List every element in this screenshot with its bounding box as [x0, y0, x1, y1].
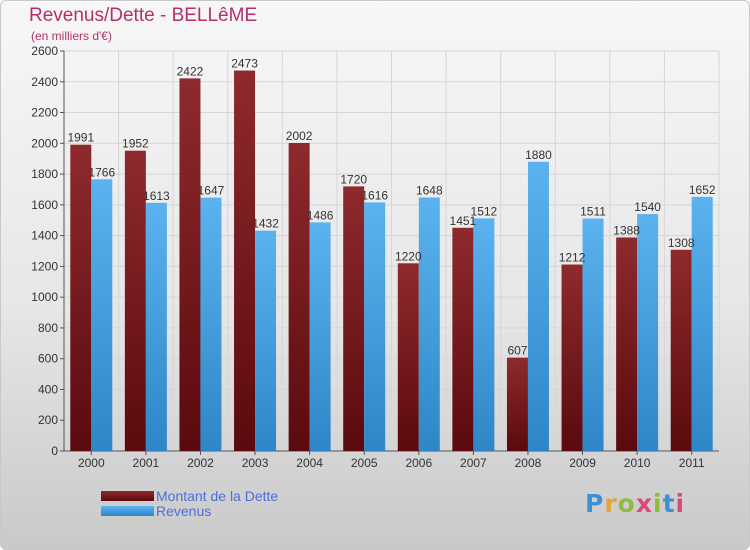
value-label: 1451 [450, 214, 477, 228]
y-tick-label: 0 [51, 444, 58, 458]
y-tick-label: 2400 [31, 75, 58, 89]
bar-dette [506, 357, 528, 451]
y-tick-label: 2200 [31, 106, 58, 120]
value-label: 1720 [340, 172, 367, 186]
bar-revenus [527, 161, 549, 451]
value-label: 1766 [88, 165, 115, 179]
value-label: 2473 [231, 57, 258, 71]
y-tick-label: 1000 [31, 290, 58, 304]
y-tick-label: 1600 [31, 198, 58, 212]
legend-label-dette: Montant de la Dette [156, 488, 279, 504]
x-tick-label: 2009 [569, 456, 596, 470]
bars [70, 70, 713, 452]
y-tick-label: 1400 [31, 229, 58, 243]
y-tick-label: 1200 [31, 259, 58, 273]
bar-dette [70, 144, 92, 451]
bar-dette [288, 143, 310, 451]
value-labels: 1991 1766 1952 1613 2422 1647 2473 1432 2002 1486… [67, 57, 715, 358]
y-tick-label: 800 [38, 321, 58, 335]
bar-dette [124, 150, 146, 451]
value-label: 1512 [471, 204, 498, 218]
value-label: 1880 [525, 148, 552, 162]
x-tick-label: 2000 [78, 456, 105, 470]
bar-revenus [200, 197, 222, 451]
bar-dette [234, 70, 256, 452]
value-label: 1991 [67, 131, 94, 145]
bar-revenus [145, 202, 167, 451]
value-label: 1388 [613, 223, 640, 237]
x-tick-label: 2007 [460, 456, 487, 470]
x-tick-label: 2004 [296, 456, 323, 470]
bar-dette [616, 237, 638, 451]
legend-label-revenus: Revenus [156, 503, 212, 519]
y-tick-label: 400 [38, 382, 58, 396]
x-tick-label: 2003 [242, 456, 269, 470]
x-tick-label: 2006 [405, 456, 432, 470]
x-tick-label: 2005 [351, 456, 378, 470]
bar-dette [561, 264, 583, 451]
value-label: 2002 [286, 129, 313, 143]
y-tick-label: 1800 [31, 167, 58, 181]
bar-revenus [255, 230, 277, 451]
value-label: 1308 [668, 236, 695, 250]
x-tick-label: 2001 [133, 456, 160, 470]
value-label: 1652 [689, 183, 716, 197]
y-tick-label: 2000 [31, 136, 58, 150]
bar-dette [670, 249, 692, 451]
x-tick-label: 2010 [624, 456, 651, 470]
x-tick-label: 2008 [515, 456, 542, 470]
value-label: 1616 [361, 188, 388, 202]
bar-revenus [91, 179, 113, 452]
bar-dette [452, 227, 474, 451]
bar-revenus [637, 214, 659, 451]
value-label: 1212 [559, 251, 586, 265]
bar-revenus [582, 218, 604, 451]
value-label: 1648 [416, 183, 443, 197]
value-label: 607 [507, 344, 527, 358]
chart-title: Revenus/Dette - BELLêME [29, 5, 258, 26]
axes: 0 200 400 600 800 1000 1200 1400 1600 1800 2000 220… [31, 44, 719, 470]
value-label: 1432 [252, 217, 279, 231]
chart-subtitle: (en milliers d'€) [31, 29, 112, 43]
bar-revenus [473, 218, 495, 451]
bar-dette [179, 78, 201, 451]
bar-dette [397, 263, 419, 451]
value-label: 1511 [580, 205, 606, 219]
bar-revenus [309, 222, 331, 451]
proxiti-logo: Proxiti [585, 489, 686, 518]
value-label: 1952 [122, 137, 149, 151]
bar-revenus [364, 202, 386, 451]
value-label: 1647 [198, 184, 225, 198]
value-label: 1613 [143, 189, 170, 203]
legend-swatch-revenus [101, 506, 154, 516]
bar-revenus [418, 197, 440, 451]
bar-dette [343, 186, 365, 451]
bar-revenus [691, 196, 713, 451]
value-label: 1486 [307, 208, 334, 222]
x-tick-label: 2002 [187, 456, 214, 470]
y-tick-label: 200 [38, 413, 58, 427]
value-label: 1540 [634, 200, 661, 214]
value-label: 2422 [177, 64, 204, 78]
y-tick-label: 600 [38, 352, 58, 366]
value-label: 1220 [395, 249, 422, 263]
x-tick-label: 2011 [679, 456, 705, 470]
legend-swatch-dette [101, 491, 154, 501]
y-tick-label: 2600 [31, 44, 58, 58]
